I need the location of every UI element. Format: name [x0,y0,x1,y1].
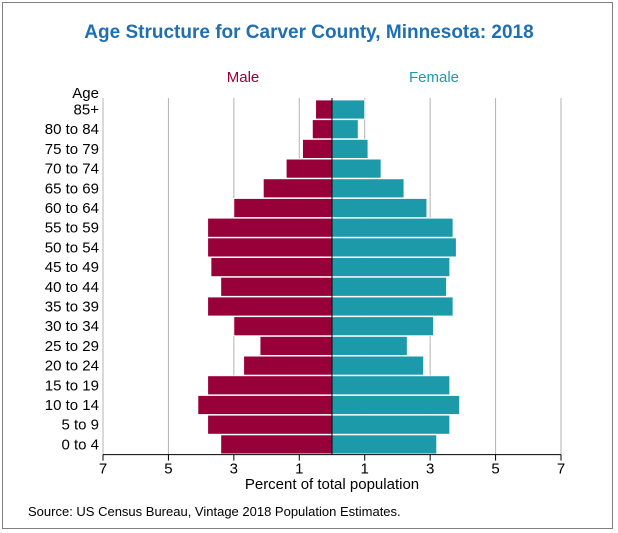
age-group-label: 85+ [74,102,100,119]
female-bar [331,237,457,258]
female-bar [331,138,369,159]
male-bar [233,198,333,218]
male-bar [207,296,333,317]
x-tick-label: 5 [164,461,172,478]
female-bar [331,355,424,376]
age-group-label: 0 to 4 [61,436,99,453]
age-group-label: 50 to 54 [45,239,99,256]
male-bar [220,276,333,297]
male-bar [259,335,333,356]
chart-title: Age Structure for Carver County, Minneso… [84,22,533,43]
age-group-label: 70 to 74 [45,161,99,178]
age-group-label: 60 to 64 [45,200,99,217]
female-bar [331,414,451,435]
age-group-label: 80 to 84 [45,121,99,138]
age-group-label: 75 to 79 [45,141,99,158]
x-axis-title: Percent of total population [245,476,419,493]
age-group-label: 30 to 34 [45,318,99,335]
female-bar [331,335,408,356]
female-bar [331,296,454,317]
male-bar [197,395,333,415]
male-bar [207,375,333,396]
age-axis-title: Age [72,85,99,102]
x-tick-label: 3 [230,461,238,478]
source-note: Source: US Census Bureau, Vintage 2018 P… [28,504,401,519]
age-group-label: 35 to 39 [45,299,99,316]
x-tick-label: 3 [426,461,434,478]
male-bar [315,99,333,120]
female-series-label: Female [409,69,459,86]
female-bar [331,434,438,455]
female-bar [331,276,447,297]
age-group-label: 40 to 44 [45,279,99,296]
male-bar [302,138,333,159]
male-bar [243,355,333,376]
female-bar [331,375,451,396]
age-group-label: 20 to 24 [45,358,99,375]
x-axis-ticks: 7 5 3 1 1 3 5 7 [99,454,565,478]
male-series-label: Male [227,69,260,86]
male-bar [311,119,333,140]
male-bar [210,257,333,278]
age-group-label: 55 to 59 [45,220,99,237]
bars [197,99,460,455]
age-group-label: 65 to 69 [45,180,99,197]
x-tick-label: 1 [361,461,369,478]
x-tick-label: 7 [557,461,565,478]
female-bar [331,158,382,179]
female-bar [331,178,405,199]
age-group-label: 25 to 29 [45,338,99,355]
female-bar [331,217,454,238]
x-tick-label: 5 [491,461,499,478]
female-bar [331,395,460,415]
female-bar [331,99,366,120]
male-bar [262,178,333,199]
x-tick-label: 1 [295,461,303,478]
age-group-label: 15 to 19 [45,377,99,394]
age-group-label: 5 to 9 [61,417,99,434]
female-bar [331,119,359,140]
female-bar [331,198,428,218]
x-tick-label: 7 [99,461,107,478]
male-bar [207,414,333,435]
male-bar [285,158,333,179]
age-group-labels: 85+ 80 to 84 75 to 79 70 to 74 65 to 69 60 to… [45,102,99,454]
female-bar [331,316,434,337]
age-group-label: 10 to 14 [45,397,99,414]
male-bar [207,217,333,238]
male-bar [220,434,333,455]
age-group-label: 45 to 49 [45,259,99,276]
male-bar [207,237,333,258]
male-bar [233,316,333,337]
female-bar [331,257,451,278]
